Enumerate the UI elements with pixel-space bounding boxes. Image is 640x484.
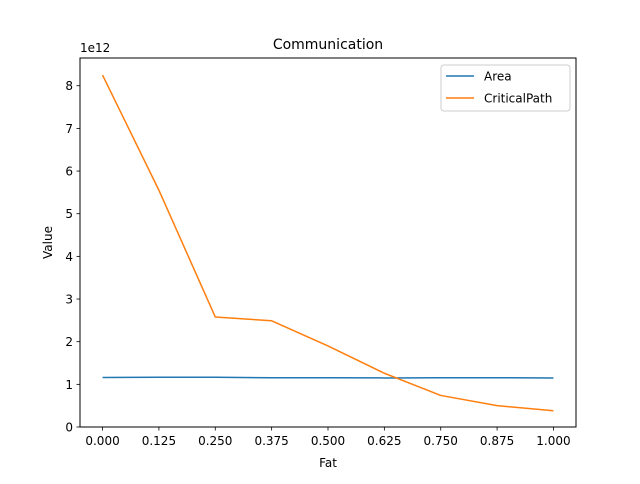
x-tick-label: 0.875 [480, 434, 514, 448]
legend-label-criticalpath: CriticalPath [484, 92, 552, 106]
lines-layer [101, 74, 554, 412]
y-tick-label: 2 [65, 335, 73, 349]
x-tick-label: 0.750 [424, 434, 458, 448]
y-tick-label: 5 [65, 207, 73, 221]
plot-frame [79, 57, 577, 428]
y-tick-label: 3 [65, 293, 73, 307]
x-tick-label: 0.375 [254, 434, 288, 448]
x-axis-label: Fat [319, 456, 337, 470]
chart-title: Communication [273, 37, 383, 53]
series-line-criticalpath [101, 74, 554, 412]
x-tick-label: 0.250 [198, 434, 232, 448]
y-axis-label: Value [41, 226, 55, 259]
y-tick-label: 6 [65, 165, 73, 179]
y-tick-label: 7 [65, 122, 73, 136]
x-tick-label: 0.500 [311, 434, 345, 448]
y-tick-label: 8 [65, 79, 73, 93]
ticks-layer: 0.000 0.125 0.250 0.375 0.500 0.625 0.750 0.875… [65, 79, 570, 448]
y-tick-label: 4 [65, 250, 73, 264]
legend: Area CriticalPath [440, 64, 571, 112]
series-line-area [102, 376, 554, 379]
x-tick-label: 0.000 [85, 434, 119, 448]
x-tick-label: 1.000 [536, 434, 570, 448]
y-offset-label: 1e12 [80, 41, 110, 55]
x-tick-label: 0.125 [142, 434, 176, 448]
legend-label-area: Area [484, 70, 512, 84]
y-tick-label: 0 [65, 421, 73, 435]
y-tick-label: 1 [65, 378, 73, 392]
x-tick-label: 0.625 [367, 434, 401, 448]
